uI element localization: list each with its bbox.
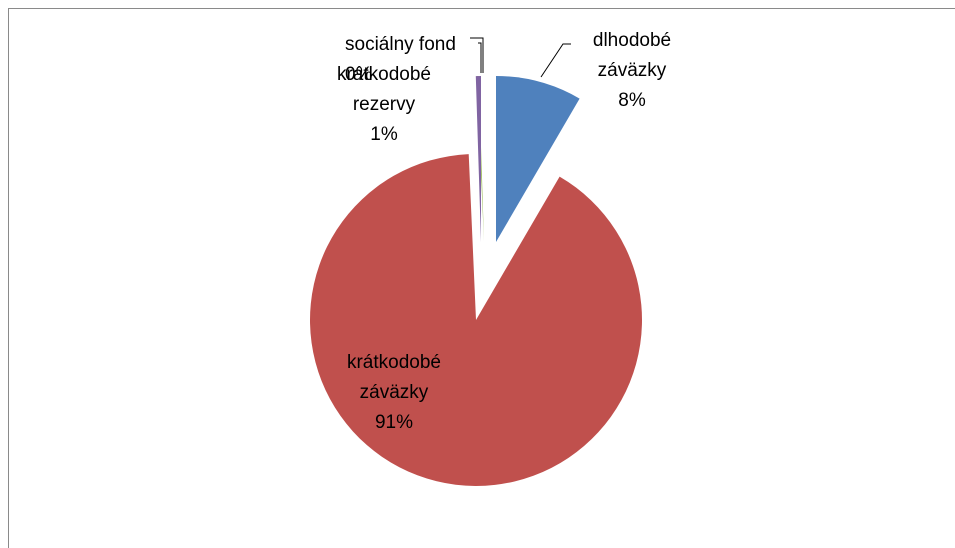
data-labels-layer: dlhodobé záväzky 8% krátkodobé záväzky 91% soc… [337,30,671,433]
pie-slice-4 [475,76,481,242]
chart-frame [8,8,955,548]
slice-data-label-4: krátkodobé rezervy 1% [337,64,431,145]
pie-slice-2 [310,154,642,487]
slice-data-label-2: krátkodobé záväzky 91% [347,352,441,433]
leader-lines-layer [470,37,571,78]
slice-data-label-1: dlhodobé záväzky 8% [593,30,671,111]
slices-layer [310,76,642,487]
leader-line-4 [478,42,482,73]
leader-line-1 [540,43,571,78]
slice-data-label-3: sociálny fond 0% [345,34,456,85]
pie-slice-1 [496,76,580,242]
leader-line-3 [470,37,484,73]
